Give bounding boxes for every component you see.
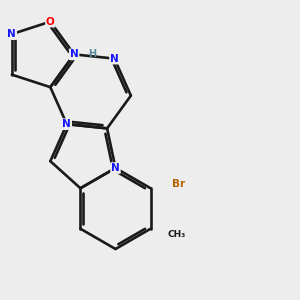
Text: N: N [70,50,79,59]
Text: N: N [62,119,71,129]
Text: Br: Br [172,179,185,189]
Text: N: N [8,29,16,39]
Text: O: O [46,16,55,27]
Text: CH₃: CH₃ [167,230,185,239]
Text: N: N [111,163,120,173]
Text: N: N [110,54,119,64]
Text: H: H [88,50,96,59]
